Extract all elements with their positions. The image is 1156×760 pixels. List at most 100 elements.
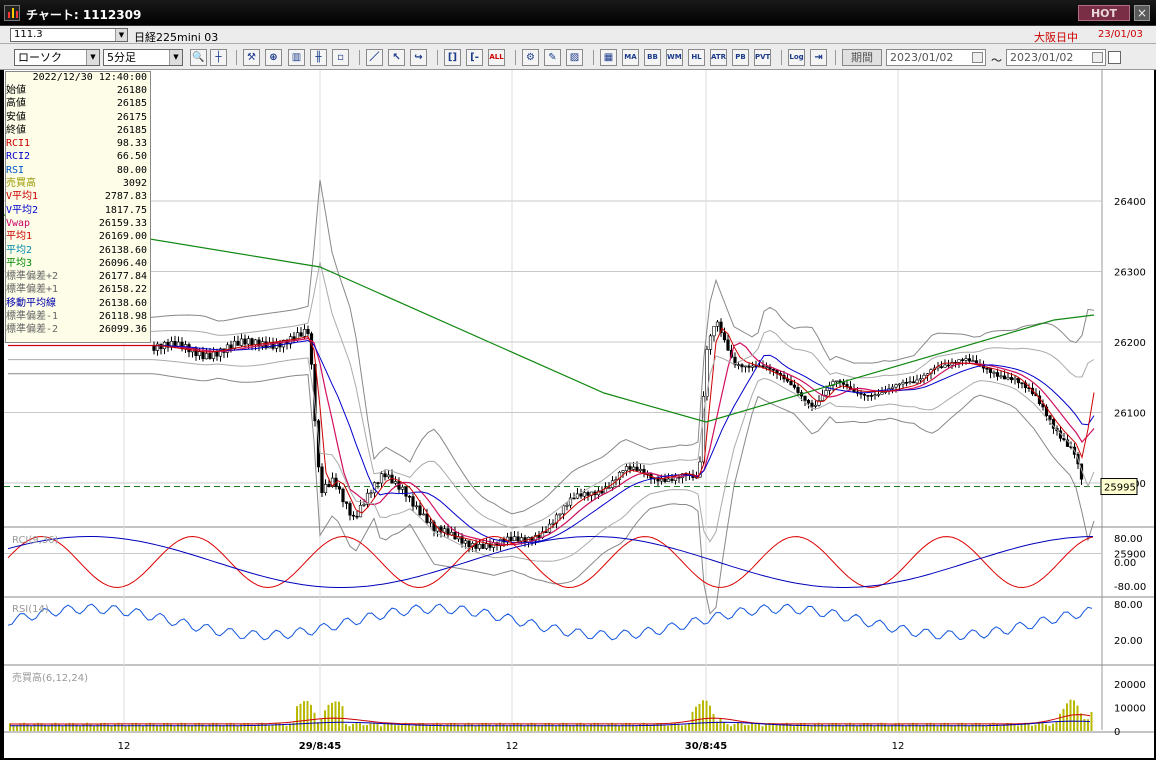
calendar-icon[interactable] — [1092, 52, 1103, 63]
calendar-icon[interactable] — [972, 52, 983, 63]
indicator-bb-button[interactable]: BB — [644, 49, 661, 66]
toolbar: ローソク ▼ 5分足 ▼ 🔍┼ ⚒ ⊕ ▥ ╫ ▫ ／ ↖ ↪ [] [- ALL ⚙ ✎ ▨ ▦ MA BB WMA H… — [0, 44, 1156, 70]
candle-body — [232, 340, 237, 349]
info-value: 80.00 — [116, 164, 147, 176]
candle-body — [621, 470, 625, 473]
candle-body — [939, 366, 944, 368]
candle-body — [897, 383, 902, 386]
volume-bar — [810, 725, 813, 731]
volume-bar — [422, 723, 424, 731]
candle-body — [358, 505, 363, 518]
candle-body — [726, 339, 730, 351]
bracket-icon[interactable]: [] — [444, 49, 461, 66]
indicator-hl-button[interactable]: HL — [688, 49, 705, 66]
volume-bar — [268, 725, 270, 731]
pencil-icon[interactable]: ✎ — [544, 49, 561, 66]
volume-bar — [436, 722, 438, 731]
price-tick-label: 26100 — [1114, 409, 1146, 420]
volume-bar — [691, 711, 694, 731]
volume-bar — [737, 722, 739, 731]
draw-line-icon[interactable]: ／ — [366, 49, 383, 66]
code-select[interactable]: 111.3 ▼ — [10, 28, 128, 42]
close-button[interactable]: × — [1134, 5, 1150, 21]
info-row: 高値 26185 — [6, 97, 150, 110]
info-value: 1817.75 — [104, 204, 147, 216]
period-checkbox[interactable] — [1108, 51, 1121, 64]
volume-bar — [236, 725, 239, 731]
candle-body — [341, 488, 345, 503]
volume-bar — [425, 724, 428, 731]
arrow-icon[interactable]: ↪ — [410, 49, 427, 66]
volume-bar — [1027, 723, 1030, 731]
volume-bar — [898, 722, 900, 731]
volume-bar — [488, 724, 491, 731]
volume-bar — [908, 723, 911, 731]
date-from-value: 2023/01/02 — [890, 51, 954, 64]
volume-bar — [352, 723, 354, 731]
candle-body — [873, 394, 877, 397]
toolbar-separator — [236, 50, 237, 65]
instrument-bar: 111.3 ▼ 日経225mini 03 大阪日中 23/01/03 — [0, 26, 1156, 44]
indicator-atr-button[interactable]: ATR — [710, 49, 727, 66]
crosshair-icon[interactable]: ┼ — [210, 49, 227, 66]
candle-body — [841, 382, 846, 385]
volume-bar — [233, 723, 235, 731]
candle-body — [421, 513, 426, 516]
cursor-icon[interactable]: ↖ — [388, 49, 405, 66]
search-icon[interactable]: 🔍 — [190, 49, 207, 66]
candle-body — [701, 395, 706, 463]
volume-bar — [961, 722, 963, 731]
interval-select[interactable]: 5分足 ▼ — [103, 49, 183, 66]
indicator-all-button[interactable]: ALL — [488, 49, 505, 66]
candle-body — [337, 486, 342, 490]
wrench-icon[interactable]: ⚙ — [522, 49, 539, 66]
disabled-icon[interactable]: ▫ — [332, 49, 349, 66]
chevron-down-icon[interactable]: ▼ — [115, 29, 127, 41]
date-from-field[interactable]: 2023/01/02 — [886, 49, 986, 66]
candle-tool-icon[interactable]: ╫ — [310, 49, 327, 66]
bars-icon[interactable]: ▥ — [288, 49, 305, 66]
export-icon[interactable]: ⇥ — [810, 49, 827, 66]
info-value: 26138.60 — [98, 297, 147, 309]
tool-icon[interactable]: ⚒ — [243, 49, 260, 66]
volume-bar — [376, 724, 379, 731]
price-chart[interactable]: 2640026300262002610026000259001229/8:451… — [4, 70, 1154, 758]
candle-body — [964, 358, 968, 361]
volume-bar — [688, 723, 690, 731]
period-button[interactable]: 期間 — [842, 49, 882, 66]
candle-body — [404, 486, 408, 497]
candle-body — [498, 538, 503, 546]
color-icon[interactable]: ▨ — [566, 49, 583, 66]
chevron-down-icon[interactable]: ▼ — [86, 50, 99, 65]
grid-icon[interactable]: ▦ — [600, 49, 617, 66]
volume-bar — [170, 724, 172, 731]
candle-body — [512, 536, 517, 542]
indicator-wma-button[interactable]: WMA — [666, 49, 683, 66]
hot-button[interactable]: HOT — [1078, 5, 1130, 21]
instrument-name: 日経225mini 03 — [134, 31, 219, 44]
info-label: RCI2 — [6, 151, 31, 163]
ma-line-1 — [8, 327, 1095, 547]
volume-bar — [653, 724, 655, 731]
candle-body — [561, 505, 566, 515]
toolbar-separator — [515, 50, 516, 65]
chart-type-select[interactable]: ローソク ▼ — [14, 49, 100, 66]
indicator-ma-button[interactable]: MA — [622, 49, 639, 66]
indicator-pb-button[interactable]: PB — [732, 49, 749, 66]
chevron-down-icon[interactable]: ▼ — [169, 50, 182, 65]
volume-bar — [702, 700, 704, 731]
market-session: 大阪日中 — [1034, 31, 1078, 44]
bracket-minus-icon[interactable]: [- — [466, 49, 483, 66]
candle-body — [351, 514, 356, 517]
indicator-log-button[interactable]: Log — [788, 49, 805, 66]
zoom-icon[interactable]: ⊕ — [265, 49, 282, 66]
candle-body — [432, 521, 436, 532]
date-to-field[interactable]: 2023/01/02 — [1006, 49, 1106, 66]
volume-bar — [929, 722, 932, 731]
volume-bar — [551, 724, 554, 731]
indicator-pvt-button[interactable]: PVT — [754, 49, 771, 66]
candle-body — [519, 537, 524, 542]
candle-body — [344, 501, 349, 504]
volume-bar — [1055, 721, 1058, 731]
candle-body — [957, 359, 961, 363]
